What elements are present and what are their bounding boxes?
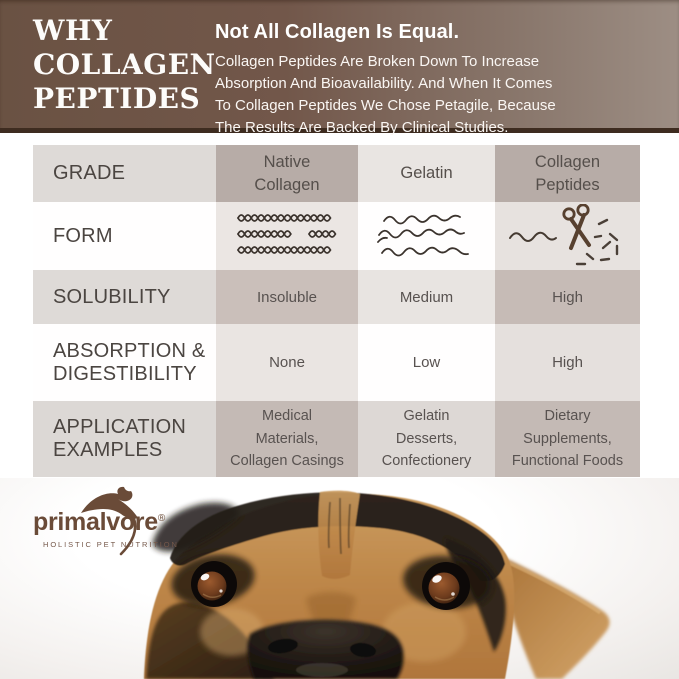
solubility-native: Insoluble — [216, 270, 358, 324]
dog-right-ear — [496, 554, 610, 679]
application-native: Medical Materials, Collagen Casings — [216, 401, 358, 477]
peptides-scissors-fragments-icon — [508, 204, 618, 266]
col-header-gelatin: Gelatin — [358, 145, 495, 202]
header-text-block: Not All Collagen Is Equal. Collagen Pept… — [215, 21, 665, 139]
page-title: WHY COLLAGEN PEPTIDES — [33, 14, 216, 116]
dog-nose — [247, 619, 404, 679]
dog-photo — [144, 490, 610, 679]
application-gelatin: Gelatin Desserts, Confectionery — [358, 401, 495, 477]
row-label-grade: GRADE — [33, 145, 216, 202]
application-peptides: Dietary Supplements, Functional Foods — [495, 401, 640, 477]
native-collagen-helix-icon — [237, 214, 337, 254]
solubility-peptides: High — [495, 270, 640, 324]
absorption-native: None — [216, 324, 358, 401]
row-label-solubility: SOLUBILITY — [33, 270, 216, 324]
brand-logo: primalvore® HOLISTIC PET NUTRITION — [33, 486, 213, 558]
dog-head-dark-patch — [170, 492, 505, 582]
col-header-native-collagen: Native Collagen — [216, 145, 358, 202]
absorption-gelatin: Low — [358, 324, 495, 401]
solubility-gelatin: Medium — [358, 270, 495, 324]
row-label-form: FORM — [33, 202, 216, 270]
absorption-peptides: High — [495, 324, 640, 401]
logo-wordmark: primalvore® — [33, 508, 165, 536]
dog-right-eye — [422, 562, 470, 610]
form-cell-peptides — [495, 202, 640, 270]
gelatin-strands-icon — [376, 214, 469, 257]
registered-mark: ® — [157, 513, 165, 524]
dog-left-eye — [191, 561, 237, 607]
logo-tagline: HOLISTIC PET NUTRITION — [43, 540, 179, 549]
headline: Not All Collagen Is Equal. — [215, 21, 460, 43]
row-label-application: APPLICATION EXAMPLES — [33, 401, 216, 477]
row-label-absorption: ABSORPTION & DIGESTIBILITY — [33, 324, 216, 401]
header-banner: WHY COLLAGEN PEPTIDES Not All Collagen I… — [0, 0, 679, 136]
comparison-table: GRADE Native Collagen Gelatin Collagen P… — [33, 145, 640, 477]
leaping-animal-icon — [81, 486, 138, 556]
form-cell-native — [216, 202, 358, 270]
headline-body: Collagen Peptides Are Broken Down To Inc… — [215, 53, 556, 137]
form-cell-gelatin — [358, 202, 495, 270]
col-header-collagen-peptides: Collagen Peptides — [495, 145, 640, 202]
